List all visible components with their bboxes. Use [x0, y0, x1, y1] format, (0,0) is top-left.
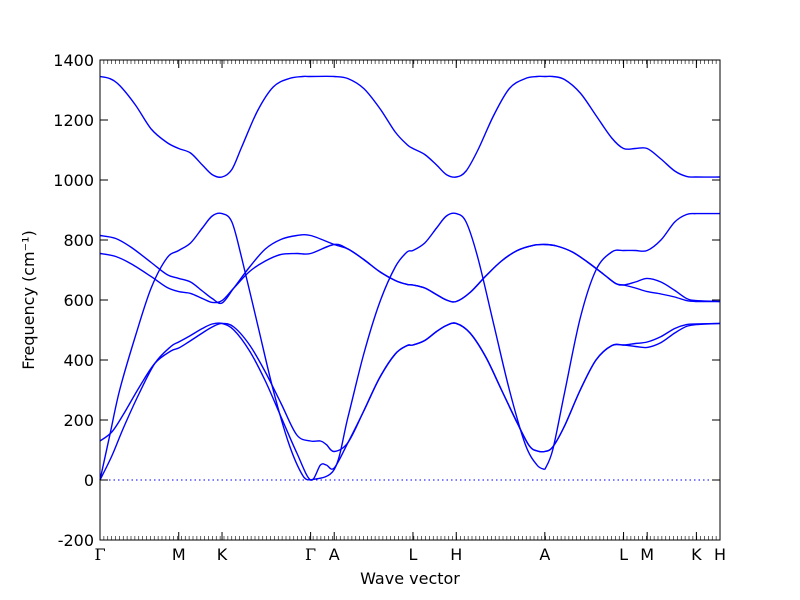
- y-tick-label: 1200: [53, 111, 94, 130]
- x-tick-label: K: [217, 545, 228, 564]
- y-tick-label: 400: [63, 351, 94, 370]
- band-line-6: [99, 243, 721, 304]
- y-tick-label: 0: [84, 471, 94, 490]
- x-tick-label: H: [450, 545, 462, 564]
- x-tick-label: H: [714, 545, 726, 564]
- axis-ticks: [99, 59, 721, 541]
- x-tick-label: L: [408, 545, 417, 564]
- plot-frame: [99, 59, 721, 541]
- y-tick-label: 600: [63, 291, 94, 310]
- x-axis-label: Wave vector: [360, 569, 460, 588]
- band-line-4: [544, 212, 721, 470]
- x-tick-label: L: [619, 545, 628, 564]
- y-tick-label: 1000: [53, 171, 94, 190]
- band-line-1: [99, 75, 721, 178]
- y-axis-label: Frequency (cm⁻¹): [19, 230, 38, 369]
- band-line-8: [99, 322, 721, 453]
- y-tick-label: -200: [58, 531, 94, 550]
- x-tick-label: Γ: [305, 545, 316, 564]
- dispersion-bands: [99, 75, 721, 481]
- band-line-3: [310, 212, 546, 481]
- y-tick-label: 800: [63, 231, 94, 250]
- x-tick-label: A: [329, 545, 340, 564]
- y-tick-label: 1400: [53, 51, 94, 70]
- y-tick-labels: -200 0 200 400 600 800 1000 1200 1400: [53, 51, 94, 550]
- x-tick-label: Γ: [94, 545, 105, 564]
- plot-area-background: [100, 60, 720, 540]
- x-tick-label: A: [539, 545, 550, 564]
- y-tick-label: 200: [63, 411, 94, 430]
- x-tick-label: M: [172, 545, 186, 564]
- x-tick-label: M: [640, 545, 654, 564]
- band-line-2: [99, 212, 311, 481]
- x-tick-label: K: [691, 545, 702, 564]
